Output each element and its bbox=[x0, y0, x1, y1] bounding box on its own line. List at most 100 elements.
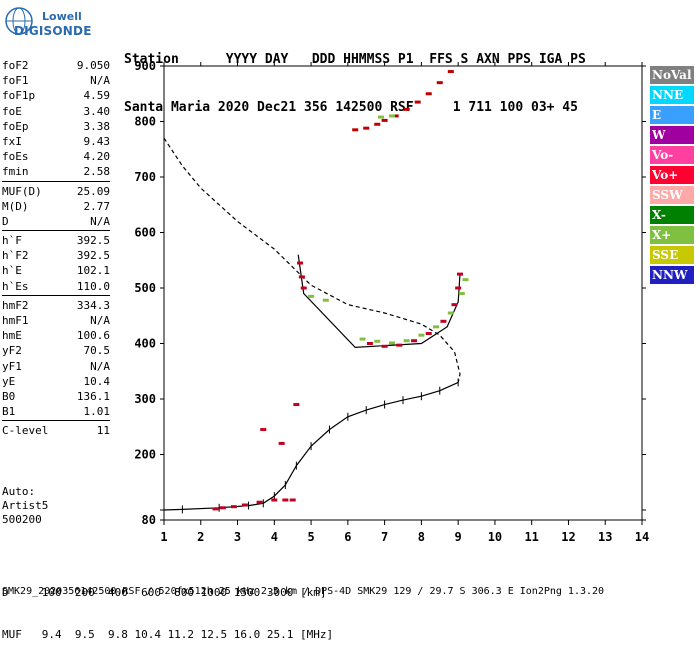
param-name: foF1p bbox=[2, 89, 36, 103]
param-value: 10.4 bbox=[83, 374, 111, 388]
auto-label: Auto: bbox=[2, 485, 36, 498]
muf-table: D 100 200 400 600 800 1000 1500 3000 [km… bbox=[2, 558, 333, 656]
profile-trace-line bbox=[297, 254, 461, 349]
legend-item: NNE bbox=[650, 86, 694, 104]
echo-mark bbox=[219, 506, 226, 510]
param-name: hmF1 bbox=[2, 314, 29, 327]
param-row: h`Es 110.0 bbox=[2, 279, 110, 294]
echo-mark bbox=[403, 107, 410, 111]
echo-mark bbox=[308, 294, 315, 298]
param-name: D bbox=[2, 214, 9, 228]
x-tick-label: 7 bbox=[381, 530, 388, 544]
legend-item: Vo+ bbox=[650, 166, 694, 184]
echo-mark bbox=[396, 343, 403, 347]
param-name: h`E bbox=[2, 264, 22, 278]
param-value: 2.77 bbox=[83, 199, 111, 213]
param-row: yF1 N/A bbox=[2, 359, 110, 374]
param-name: foF1 bbox=[2, 74, 29, 88]
y-tick-label: 200 bbox=[134, 448, 156, 462]
param-row: foEs 4.20 bbox=[2, 149, 110, 164]
legend-item: NoVal bbox=[650, 66, 694, 84]
x-tick-label: 6 bbox=[344, 530, 351, 544]
param-name: foEp bbox=[2, 119, 29, 133]
y-tick-label: 700 bbox=[134, 170, 156, 184]
param-group: C-level 11 bbox=[2, 423, 110, 439]
param-name: MUF(D) bbox=[2, 184, 42, 198]
param-name: C-level bbox=[2, 424, 49, 438]
x-tick-label: 11 bbox=[524, 530, 538, 544]
param-name: yF2 bbox=[2, 344, 22, 358]
legend-item: X- bbox=[650, 206, 694, 224]
param-row: h`E 102.1 bbox=[2, 263, 110, 278]
legend-item: W bbox=[650, 126, 694, 144]
echo-mark bbox=[256, 500, 263, 504]
header-values: Santa Maria 2020 Dec21 356 142500 RSF 1 … bbox=[124, 100, 578, 115]
param-row: h`F2 392.5 bbox=[2, 248, 110, 263]
echo-mark bbox=[436, 81, 443, 85]
param-row: D N/A bbox=[2, 214, 110, 229]
x-tick-label: 9 bbox=[455, 530, 462, 544]
parameter-panel: foF2 9.050 foF1 N/A foF1p 4.59 foE 3.40 foEp 3.38… bbox=[2, 58, 110, 442]
echo-mark bbox=[322, 298, 329, 302]
echo-mark bbox=[455, 286, 462, 290]
plot-frame bbox=[163, 65, 643, 521]
param-value: N/A bbox=[90, 214, 110, 228]
param-row: C-level 11 bbox=[2, 423, 110, 438]
echo-mark bbox=[271, 498, 278, 502]
echo-mark bbox=[381, 344, 388, 348]
param-name: h`F bbox=[2, 234, 22, 248]
echo-mark bbox=[451, 303, 458, 307]
globe-logo-icon bbox=[5, 7, 33, 35]
param-name: fmin bbox=[2, 165, 29, 179]
param-row: fxI 9.43 bbox=[2, 134, 110, 149]
y-tick-label: 600 bbox=[134, 226, 156, 240]
param-value: 25.09 bbox=[76, 184, 110, 198]
x-tick-label: 8 bbox=[418, 530, 425, 544]
param-value: N/A bbox=[90, 74, 110, 88]
x-tick-label: 4 bbox=[271, 530, 278, 544]
param-value: N/A bbox=[90, 359, 110, 373]
file-info-footer: SMK29_2020356142500.RSF / 520fx512h 25 k… bbox=[2, 586, 605, 597]
lowell-digisonde-logo: Lowell DIGISONDE bbox=[4, 6, 91, 42]
echo-mark bbox=[447, 311, 454, 315]
auto-version: 500200 bbox=[2, 513, 42, 526]
param-row: hmE 100.6 bbox=[2, 328, 110, 343]
param-group: hmF2 334.3 hmF1 N/A hmE 100.6 yF2 70.5 yF1 N/A yE 1… bbox=[2, 298, 110, 422]
param-value: 334.3 bbox=[76, 298, 110, 312]
param-value: 4.59 bbox=[83, 89, 111, 103]
x-tick-label: 13 bbox=[598, 530, 612, 544]
param-group: h`F 392.5 h`F2 392.5 h`E 102.1 h`Es 110.0 bbox=[2, 233, 110, 296]
echo-mark bbox=[374, 339, 381, 343]
polarization-legend: NoVal NNE E W Vo- Vo+ SSW X- X+ SSE NNW bbox=[650, 66, 694, 286]
param-row: B1 1.01 bbox=[2, 404, 110, 419]
param-row: foEp 3.38 bbox=[2, 119, 110, 134]
echo-mark bbox=[381, 118, 388, 122]
y-tick-label: 800 bbox=[134, 115, 156, 129]
param-value: 9.050 bbox=[76, 59, 110, 72]
param-name: yE bbox=[2, 374, 16, 388]
autoscaling-info: Auto: Artist5 500200 bbox=[2, 485, 48, 527]
param-name: hmE bbox=[2, 329, 22, 343]
echo-mark bbox=[297, 261, 304, 265]
logo-line2: DIGISONDE bbox=[14, 24, 92, 38]
param-value: 11 bbox=[96, 424, 110, 438]
echo-mark bbox=[392, 114, 399, 118]
muf-distance-row: D 100 200 400 600 800 1000 1500 3000 [km… bbox=[2, 586, 327, 599]
x-tick-label: 1 bbox=[160, 530, 167, 544]
x-tick-label: 2 bbox=[197, 530, 204, 544]
auto-program: Artist5 bbox=[2, 499, 49, 512]
param-value: 102.1 bbox=[76, 264, 110, 278]
y-tick-label: 300 bbox=[134, 392, 156, 406]
echo-mark bbox=[298, 275, 305, 279]
echo-mark bbox=[462, 278, 469, 282]
param-value: 136.1 bbox=[76, 389, 110, 403]
x-tick-label: 3 bbox=[234, 530, 241, 544]
echo-mark bbox=[425, 92, 432, 96]
param-row: yF2 70.5 bbox=[2, 343, 110, 358]
legend-item: SSE bbox=[650, 246, 694, 264]
param-name: foE bbox=[2, 104, 22, 118]
param-name: hmF2 bbox=[2, 298, 29, 312]
echo-mark bbox=[447, 70, 454, 74]
echo-mark bbox=[230, 505, 237, 509]
y-tick-label: 900 bbox=[134, 59, 156, 73]
